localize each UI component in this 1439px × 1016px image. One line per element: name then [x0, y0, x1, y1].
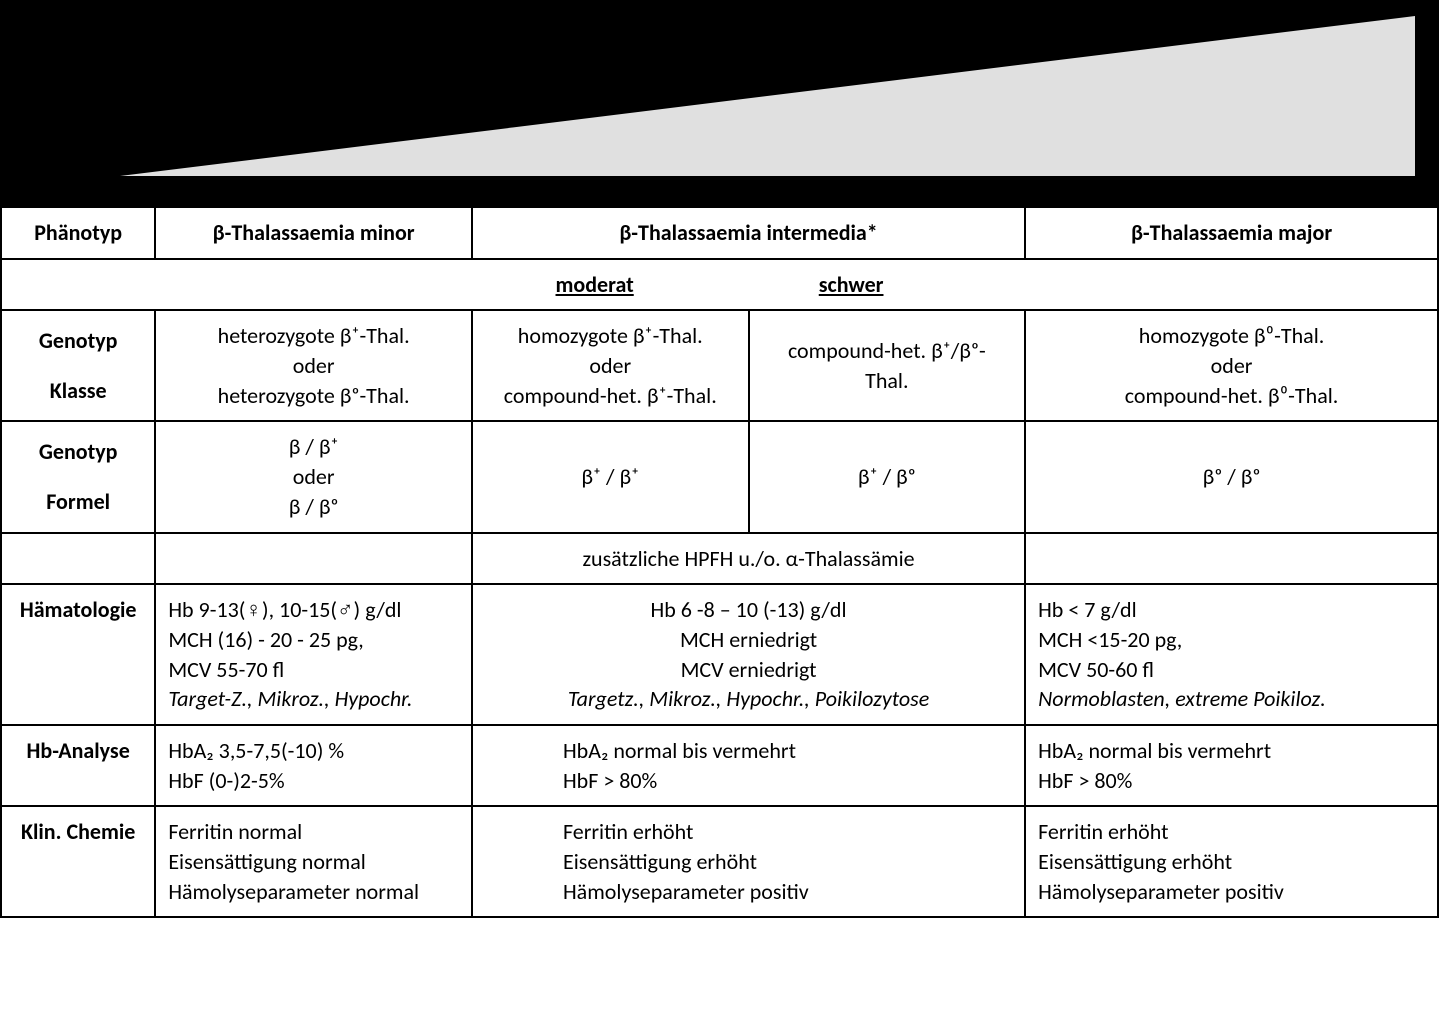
cell-line: Hb 9-13(♀), 10-15(♂) g/dl	[168, 595, 459, 625]
cell-line: Eisensättigung normal	[168, 847, 459, 877]
cell-line: HbF > 80%	[563, 766, 1012, 796]
cell-gk-int-sev: compound-het. β⁺/βᵒ- Thal.	[749, 310, 1026, 421]
cell-kc-int: Ferritin erhöht Eisensättigung erhöht Hä…	[472, 806, 1025, 917]
cell-line: HbF > 80%	[1038, 766, 1425, 796]
cell-line: heterozygote βᵒ-Thal.	[168, 381, 459, 411]
cell-line: HbA₂ 3,5-7,5(-10) %	[168, 736, 459, 766]
label-line: Formel	[14, 487, 142, 517]
label-line: Genotyp	[14, 326, 142, 356]
thal-table: Phänotyp β-Thalassaemia minor β-Thalassa…	[0, 206, 1439, 918]
label-line: Genotyp	[14, 437, 142, 467]
table-row: Genotyp Klasse heterozygote β⁺-Thal. ode…	[1, 310, 1438, 421]
cell-line: HbF (0-)2-5%	[168, 766, 459, 796]
cell-line: β / β⁺	[168, 432, 459, 462]
cell-line: compound-het. β⁺/βᵒ-	[762, 336, 1013, 366]
cell-line: oder	[168, 351, 459, 381]
cell-haem-int: Hb 6 -8 – 10 (-13) g/dl MCH erniedrigt M…	[472, 584, 1025, 725]
cell-line: compound-het. β⁺-Thal.	[485, 381, 736, 411]
cell-gf-major: βᵒ / βᵒ	[1025, 421, 1438, 532]
row-label-hb-analyse: Hb-Analyse	[1, 725, 155, 806]
cell-line: HbA₂ normal bis vermehrt	[1038, 736, 1425, 766]
cell-line: MCV erniedrigt	[681, 655, 817, 685]
cell-gk-minor: heterozygote β⁺-Thal. oder heterozygote …	[155, 310, 472, 421]
cell-haem-minor: Hb 9-13(♀), 10-15(♂) g/dl MCH (16) - 20 …	[155, 584, 472, 725]
cell-empty	[155, 533, 472, 585]
cell-hb-major: HbA₂ normal bis vermehrt HbF > 80%	[1025, 725, 1438, 806]
table-row: Klin. Chemie Ferritin normal Eisensättig…	[1, 806, 1438, 917]
row-label-empty	[1, 533, 155, 585]
cell-line: Ferritin erhöht	[563, 817, 1012, 847]
cell-hb-int: HbA₂ normal bis vermehrt HbF > 80%	[472, 725, 1025, 806]
cell-line: Ferritin erhöht	[1038, 817, 1425, 847]
cell-line: Eisensättigung erhöht	[563, 847, 1012, 877]
cell-gk-major: homozygote β⁰-Thal. oder compound-het. β…	[1025, 310, 1438, 421]
cell-empty	[1025, 533, 1438, 585]
header-phenotype: Phänotyp	[1, 207, 155, 259]
row-label-genotyp-formel: Genotyp Formel	[1, 421, 155, 532]
cell-line: oder	[168, 462, 459, 492]
cell-hb-minor: HbA₂ 3,5-7,5(-10) % HbF (0-)2-5%	[155, 725, 472, 806]
cell-line: Hämolyseparameter positiv	[1038, 877, 1425, 907]
severity-triangle	[120, 16, 1415, 176]
cell-gf-int-sev: β⁺ / βᵒ	[749, 421, 1026, 532]
cell-line: Hb < 7 g/dl	[1038, 595, 1425, 625]
row-label-klin-chemie: Klin. Chemie	[1, 806, 155, 917]
table-row: Hämatologie Hb 9-13(♀), 10-15(♂) g/dl MC…	[1, 584, 1438, 725]
cell-line: oder	[485, 351, 736, 381]
row-label-haematologie: Hämatologie	[1, 584, 155, 725]
table-row: Genotyp Formel β / β⁺ oder β / βᵒ β⁺ / β…	[1, 421, 1438, 532]
cell-line: Eisensättigung erhöht	[1038, 847, 1425, 877]
cell-line: homozygote β⁰-Thal.	[1038, 321, 1425, 351]
cell-line: compound-het. β⁰-Thal.	[1038, 381, 1425, 411]
table-row: Phänotyp β-Thalassaemia minor β-Thalassa…	[1, 207, 1438, 259]
cell-line: heterozygote β⁺-Thal.	[168, 321, 459, 351]
cell-kc-major: Ferritin erhöht Eisensättigung erhöht Hä…	[1025, 806, 1438, 917]
cell-line: Hämolyseparameter normal	[168, 877, 459, 907]
cell-line: MCV 50-60 fl	[1038, 655, 1425, 685]
severity-row: moderat schwer	[1, 259, 1438, 311]
table-row: moderat schwer	[1, 259, 1438, 311]
cell-line: homozygote β⁺-Thal.	[485, 321, 736, 351]
page-container: Phänotyp β-Thalassaemia minor β-Thalassa…	[0, 0, 1439, 1016]
table-row: Hb-Analyse HbA₂ 3,5-7,5(-10) % HbF (0-)2…	[1, 725, 1438, 806]
cell-additional: zusätzliche HPFH u./o. α-Thalassämie	[472, 533, 1025, 585]
cell-line: MCV 55-70 fl	[168, 655, 459, 685]
cell-line: Targetz., Mikroz., Hypochr., Poikilozyto…	[568, 684, 929, 714]
header-minor: β-Thalassaemia minor	[155, 207, 472, 259]
header-major: β-Thalassaemia major	[1025, 207, 1438, 259]
cell-line: Target-Z., Mikroz., Hypochr.	[168, 684, 459, 714]
cell-line: HbA₂ normal bis vermehrt	[563, 736, 1012, 766]
cell-line: Normoblasten, extreme Poikiloz.	[1038, 684, 1425, 714]
cell-gf-int-mod: β⁺ / β⁺	[472, 421, 749, 532]
label-line: Klasse	[14, 376, 142, 406]
cell-line: MCH <15-20 pg,	[1038, 625, 1425, 655]
severity-moderate: moderat	[556, 270, 634, 300]
cell-line: Thal.	[762, 366, 1013, 396]
table-row: zusätzliche HPFH u./o. α-Thalassämie	[1, 533, 1438, 585]
cell-line: MCH erniedrigt	[680, 625, 817, 655]
cell-gk-int-mod: homozygote β⁺-Thal. oder compound-het. β…	[472, 310, 749, 421]
cell-line: Ferritin normal	[168, 817, 459, 847]
header-intermedia: β-Thalassaemia intermedia*	[472, 207, 1025, 259]
cell-line: oder	[1038, 351, 1425, 381]
severity-banner	[0, 0, 1439, 206]
cell-line: Hb 6 -8 – 10 (-13) g/dl	[651, 595, 847, 625]
cell-line: Hämolyseparameter positiv	[563, 877, 1012, 907]
cell-line: β / βᵒ	[168, 492, 459, 522]
cell-gf-minor: β / β⁺ oder β / βᵒ	[155, 421, 472, 532]
cell-line: MCH (16) - 20 - 25 pg,	[168, 625, 459, 655]
cell-kc-minor: Ferritin normal Eisensättigung normal Hä…	[155, 806, 472, 917]
severity-severe: schwer	[819, 270, 884, 300]
row-label-genotyp-klasse: Genotyp Klasse	[1, 310, 155, 421]
cell-haem-major: Hb < 7 g/dl MCH <15-20 pg, MCV 50-60 fl …	[1025, 584, 1438, 725]
